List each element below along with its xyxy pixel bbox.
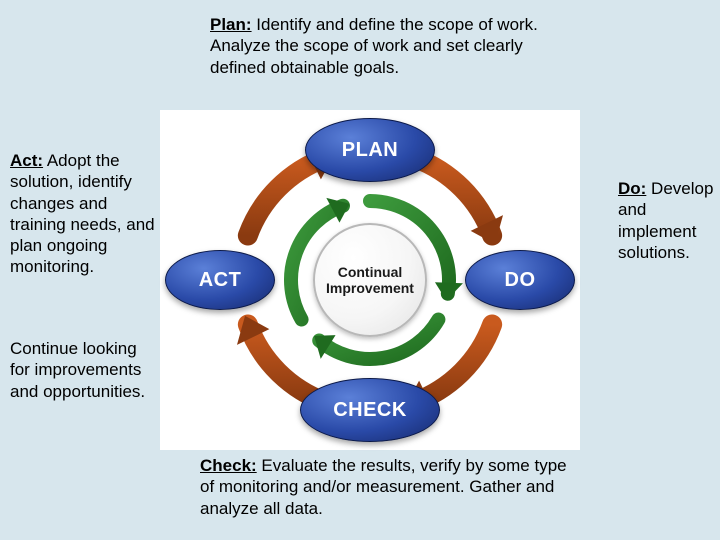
do-label: Do: (618, 179, 646, 198)
center-continual-improvement: Continual Improvement (313, 223, 427, 337)
plan-label: Plan: (210, 15, 252, 34)
pdca-cycle-diagram: Continual Improvement PLAN DO CHECK ACT (160, 110, 580, 450)
do-description: Do: Develop and implement solutions. (618, 178, 716, 263)
node-act: ACT (165, 250, 275, 310)
node-check: CHECK (300, 378, 440, 442)
plan-description: Plan: Identify and define the scope of w… (210, 14, 560, 78)
plan-text: Identify and define the scope of work. A… (210, 15, 538, 77)
node-plan-label: PLAN (342, 139, 398, 162)
node-do: DO (465, 250, 575, 310)
act2-text: Continue looking for improvements and op… (10, 339, 145, 401)
act-description-continued: Continue looking for improvements and op… (10, 338, 155, 402)
center-label: Continual Improvement (315, 264, 425, 296)
node-act-label: ACT (199, 269, 242, 292)
act-description: Act: Adopt the solution, identify change… (10, 150, 155, 278)
act-label: Act: (10, 151, 43, 170)
node-check-label: CHECK (333, 399, 407, 422)
check-description: Check: Evaluate the results, verify by s… (200, 455, 580, 519)
node-do-label: DO (505, 269, 536, 292)
check-label: Check: (200, 456, 257, 475)
node-plan: PLAN (305, 118, 435, 182)
